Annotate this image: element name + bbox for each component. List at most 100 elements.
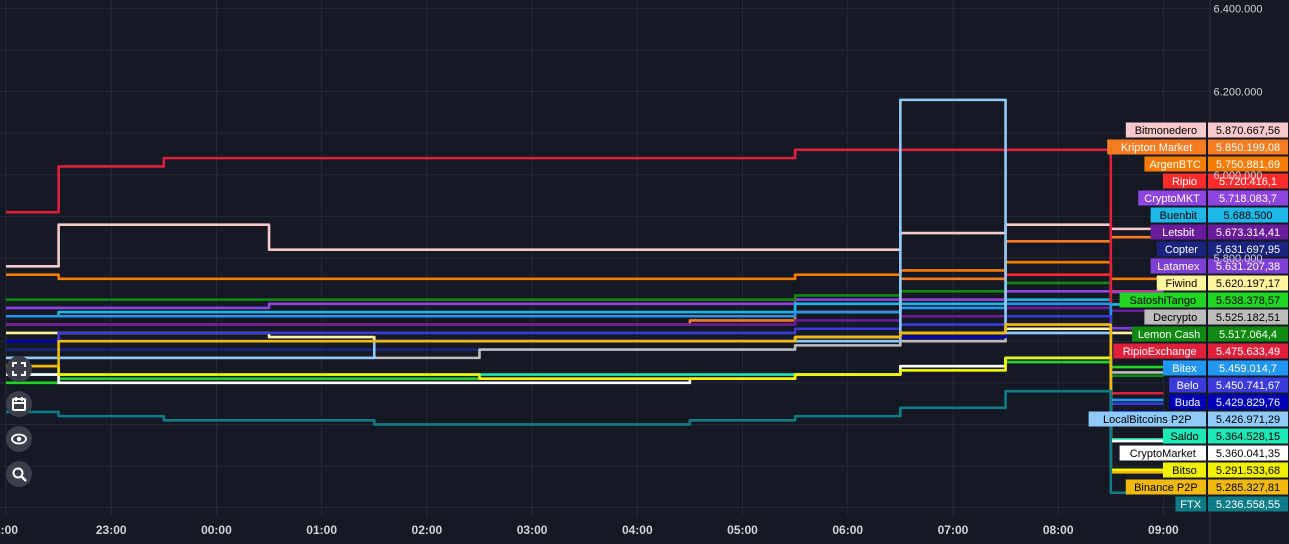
calendar-icon: [12, 397, 26, 411]
series-value-bg: [1208, 275, 1288, 291]
series-name-label: LocalBitcoins P2P: [1103, 414, 1192, 426]
y-tick-label: 5.800.000: [1214, 253, 1263, 265]
series-value-bg: [1208, 241, 1288, 257]
series-name-label: Bitmonedero: [1135, 125, 1197, 137]
series-name-bg: [1150, 207, 1206, 223]
series-value-bg: [1208, 343, 1288, 359]
series-value-label: 5.426.971,29: [1216, 414, 1280, 426]
series-value-label: 5.459.014,7: [1219, 363, 1277, 375]
zoom-icon: [12, 467, 27, 482]
series-value-label: 5.360.041,35: [1216, 448, 1280, 460]
series-name-bg: [1132, 326, 1206, 342]
series-name-label: CryptoMKT: [1144, 193, 1200, 205]
series-value-label: 5.850.199,08: [1216, 142, 1280, 154]
chart-lines: [6, 98, 1164, 494]
series-line-3: [6, 273, 1164, 318]
expand-icon: [12, 362, 26, 376]
x-tick-label: 00:00: [201, 523, 232, 537]
series-line-16: [6, 331, 1164, 414]
series-name-bg: [1125, 122, 1206, 138]
series-value-label: 5.673.314,41: [1216, 227, 1280, 239]
y-tick-label: 6.200.000: [1214, 87, 1263, 99]
eye-icon: [11, 433, 27, 445]
series-value-label: 5.538.378,57: [1216, 295, 1280, 307]
series-value-label: 5.631.697,95: [1216, 244, 1280, 256]
chart-grid: [0, 0, 1211, 544]
series-value-label: 5.525.182,51: [1216, 312, 1280, 324]
series-value-label: 5.620.197,17: [1216, 278, 1280, 290]
series-value-label: 5.688.500: [1224, 210, 1273, 222]
x-tick-label: 07:00: [938, 523, 969, 537]
series-value-bg: [1208, 360, 1288, 376]
x-tick-label: 01:00: [306, 523, 337, 537]
series-name-bg: [1144, 156, 1206, 172]
series-value-bg: [1208, 496, 1288, 512]
series-line-15: [6, 314, 1164, 405]
series-name-bg: [1169, 394, 1206, 410]
series-name-bg: [1144, 309, 1206, 325]
series-value-bg: [1208, 479, 1288, 495]
series-value-label: 5.236.558,55: [1216, 499, 1280, 511]
series-name-bg: [1119, 445, 1206, 461]
series-value-bg: [1208, 411, 1288, 427]
series-name-bg: [1163, 173, 1206, 189]
series-value-bg: [1208, 445, 1288, 461]
series-name-bg: [1163, 462, 1206, 478]
x-tick-label: 09:00: [1148, 523, 1179, 537]
series-name-label: Kripton Market: [1121, 142, 1193, 154]
y-axis: 6.400.000 6.200.000 6.000.000 5.800.000: [1214, 3, 1263, 265]
series-value-bg: [1208, 326, 1288, 342]
x-tick-label: 03:00: [517, 523, 548, 537]
series-value-bg: [1208, 292, 1288, 308]
series-line-9: [6, 327, 1164, 343]
series-value-bg: [1208, 428, 1288, 444]
series-value-bg: [1208, 207, 1288, 223]
series-name-label: SatoshiTango: [1129, 295, 1196, 307]
series-name-label: Lemon Cash: [1138, 329, 1200, 341]
series-line-21: [6, 323, 1164, 474]
series-value-bg: [1208, 258, 1288, 274]
series-name-bg: [1088, 411, 1206, 427]
series-line-7: [6, 326, 1164, 351]
calendar-tool-button[interactable]: [6, 391, 32, 417]
series-name-label: Fiwind: [1166, 278, 1198, 290]
series-labels: Bitmonedero 5.870.667,56 Kripton Market 5.8…: [1088, 122, 1288, 512]
series-name-bg: [1163, 360, 1206, 376]
series-name-label: FTX: [1180, 499, 1201, 511]
series-value-label: 5.364.528,15: [1216, 431, 1280, 443]
expand-tool-button[interactable]: [6, 356, 32, 382]
series-name-bg: [1113, 343, 1206, 359]
series-value-label: 5.870.667,56: [1216, 125, 1280, 137]
series-value-label: 5.517.064,4: [1219, 329, 1277, 341]
series-name-label: Belo: [1177, 380, 1199, 392]
series-name-label: Bitso: [1172, 465, 1196, 477]
x-tick-label: 2:00: [0, 523, 18, 537]
series-name-bg: [1175, 496, 1206, 512]
series-line-0: [6, 223, 1164, 268]
series-value-label: 5.429.829,76: [1216, 397, 1280, 409]
x-tick-label: 05:00: [727, 523, 758, 537]
series-value-label: 5.450.741,67: [1216, 380, 1280, 392]
series-line-2: [6, 260, 1164, 281]
series-value-label: 5.720.416,1: [1219, 176, 1277, 188]
series-line-12: [6, 281, 1164, 378]
series-line-22: [6, 389, 1164, 494]
series-name-label: Binance P2P: [1134, 482, 1198, 494]
series-name-label: Saldo: [1170, 431, 1198, 443]
zoom-tool-button[interactable]: [6, 461, 32, 487]
series-name-label: RipioExchange: [1123, 346, 1197, 358]
series-value-bg: [1208, 224, 1288, 240]
series-line-20: [6, 356, 1164, 472]
x-tick-label: 23:00: [96, 523, 127, 537]
eye-tool-button[interactable]: [6, 426, 32, 452]
series-name-label: Copter: [1165, 244, 1198, 256]
series-name-bg: [1163, 428, 1206, 444]
series-name-label: CryptoMarket: [1130, 448, 1196, 460]
series-name-bg: [1138, 190, 1206, 206]
series-name-bg: [1156, 275, 1206, 291]
series-name-label: Buenbit: [1160, 210, 1197, 222]
series-value-bg: [1208, 462, 1288, 478]
series-value-label: 5.631.207,38: [1216, 261, 1280, 273]
series-value-label: 5.750.881,69: [1216, 159, 1280, 171]
